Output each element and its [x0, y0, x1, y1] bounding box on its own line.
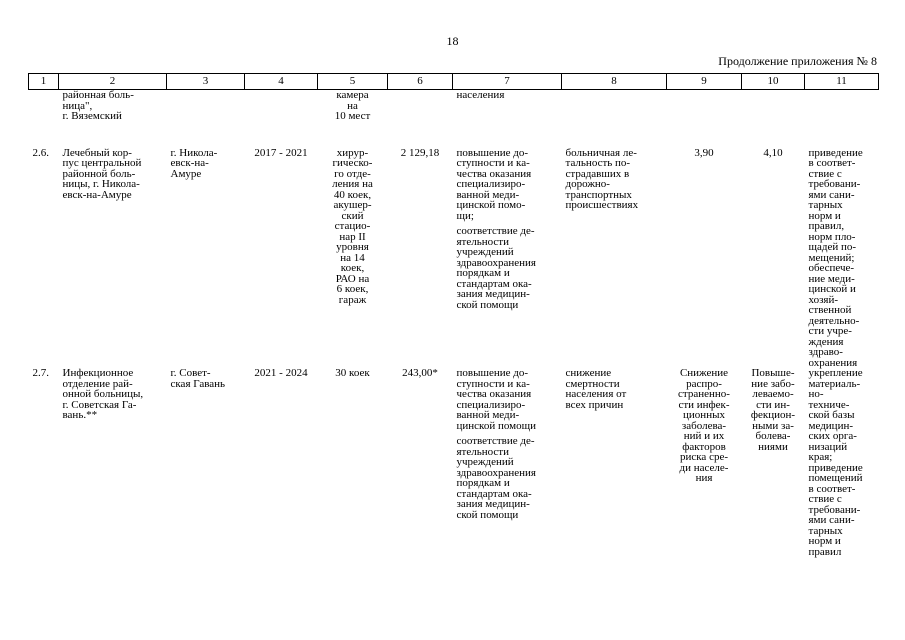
page-number: 18 — [446, 34, 459, 48]
cell-indicator: снижение смертности населения от всех причи… — [565, 367, 627, 411]
table-row: 2.7. Инфекционное отделение рай-онной бол… — [29, 367, 879, 558]
cell-name: районная боль-ница", г. Вяземский — [62, 89, 134, 122]
cell-capacity: 30 коек — [335, 367, 370, 379]
header-col-6: 6 — [387, 73, 453, 90]
table-header-row: 1 2 3 4 5 6 7 8 9 10 11 — [28, 73, 879, 90]
cell-period: 2017 - 2021 — [254, 146, 308, 159]
header-col-3: 3 — [166, 73, 245, 90]
appendix-caption: Продолжение приложения № 8 — [718, 54, 877, 68]
cell-goal: населения — [456, 89, 505, 101]
header-col-10: 10 — [741, 73, 805, 90]
cell-cost: 243,00* — [402, 367, 438, 379]
cell-value-base: 3,90 — [694, 146, 714, 159]
cell-cost: 2 129,18 — [400, 146, 440, 159]
header-col-8: 8 — [561, 73, 667, 90]
cell-capacity: камера на 10 мест — [334, 89, 371, 122]
cell-capacity: хирур-гическо-го отде-ления на 40 коек, ак… — [332, 146, 373, 306]
goal-text-2: соответствие де-ятельности учреждений здра… — [456, 225, 536, 311]
cell-goal: повышение до-ступности и ка-чества оказа… — [453, 368, 562, 557]
header-col-5: 5 — [317, 73, 388, 90]
appendix-table: 1 2 3 4 5 6 7 8 9 10 11 районная боль-ни… — [28, 73, 879, 557]
goal-text-1: повышение до-ступности и ка-чества оказа… — [456, 367, 536, 432]
goal-text-2: соответствие де-ятельности учреждений здра… — [456, 435, 536, 521]
table-row-continuation: районная боль-ница", г. Вяземский камера н… — [29, 90, 879, 148]
cell-value-target: Повыше-ние забо-леваемо-сти ин-фекцион-н… — [750, 367, 796, 453]
cell-name: Инфекционное отделение рай-онной больницы… — [62, 367, 144, 421]
table-row: 2.6. Лечебный кор-пус центральной районно… — [29, 146, 879, 369]
cell-value-base: Снижение распро-страненно-сти инфек-ционн… — [678, 367, 730, 484]
cell-name: Лечебный кор-пус центральной районной бол… — [62, 146, 142, 201]
cell-result: приведение в соответ-ствие с требовани-ями… — [808, 146, 863, 369]
header-col-1: 1 — [28, 73, 59, 90]
header-col-9: 9 — [666, 73, 742, 90]
header-col-4: 4 — [244, 73, 318, 90]
cell-result: укрепление материаль-но-техниче-ской базы… — [808, 367, 863, 558]
cell-num: 2.6. — [32, 146, 50, 159]
cell-value-target: 4,10 — [763, 146, 783, 159]
header-col-2: 2 — [58, 73, 167, 90]
cell-location: г. Никола-евск-на- Амуре — [170, 146, 218, 180]
cell-location: г. Совет-ская Гавань — [170, 367, 226, 390]
cell-goal: повышение до-ступности и ка-чества оказа… — [453, 146, 562, 369]
cell-num: 2.7. — [32, 367, 50, 379]
header-col-11: 11 — [804, 73, 879, 90]
goal-text-1: повышение до-ступности и ка-чества оказа… — [456, 146, 532, 222]
header-col-7: 7 — [452, 73, 562, 90]
cell-period: 2021 - 2024 — [254, 367, 308, 379]
